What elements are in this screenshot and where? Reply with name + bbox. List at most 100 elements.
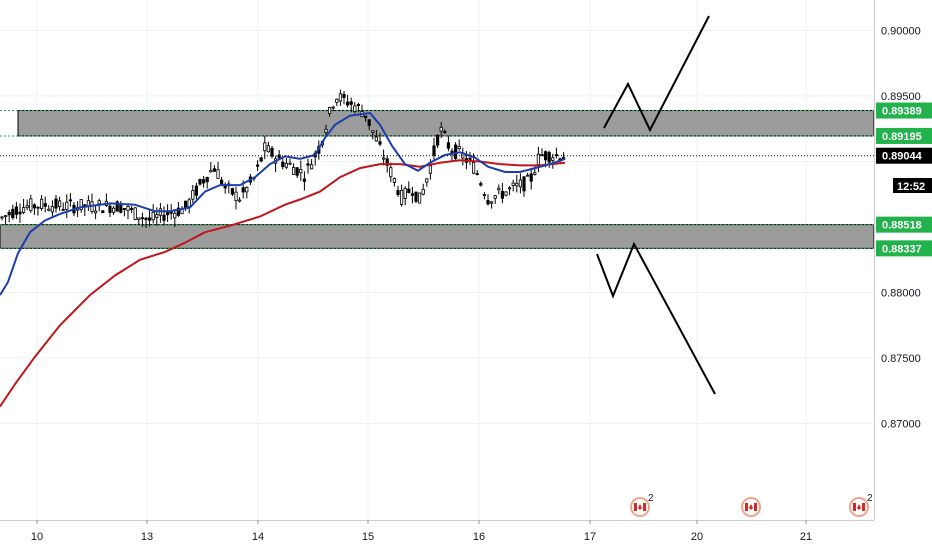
candle-body [479, 183, 483, 186]
zones [0, 110, 875, 249]
candle-body [54, 198, 58, 209]
price-label-box [876, 240, 932, 257]
price-label-text: 0.88518 [882, 220, 922, 232]
candle-body [11, 208, 15, 219]
candle-body [482, 194, 487, 197]
time-tick-label: 14 [252, 531, 264, 543]
candle-body [306, 163, 310, 166]
candle-body [353, 105, 357, 112]
moving-averages [0, 111, 566, 408]
candle-body [540, 154, 544, 156]
candles [0, 89, 566, 228]
candle-body [363, 115, 368, 118]
candle-body [14, 206, 18, 215]
candle-body [21, 207, 26, 213]
candle-body [194, 185, 198, 196]
time-tick-label: 13 [141, 531, 153, 543]
price-label-text: 0.89044 [882, 151, 923, 163]
candle-body [443, 131, 447, 133]
candle-body [40, 198, 44, 209]
time-tick-label: 15 [362, 531, 374, 543]
candle-body [468, 157, 472, 160]
candle-body [403, 187, 407, 199]
candle-body [299, 168, 303, 174]
candle-body [515, 182, 519, 187]
candle-body [61, 208, 65, 211]
candle-body [43, 203, 47, 207]
candle-body [36, 206, 40, 209]
time-tick-label: 17 [584, 531, 596, 543]
candle-body [471, 162, 476, 174]
candle-body [529, 173, 533, 182]
flag-left-band [853, 503, 856, 511]
grid-lines [0, 0, 874, 520]
candle-body [547, 152, 551, 163]
candle-body [263, 142, 267, 152]
candle-body [410, 193, 415, 196]
candle-body [486, 200, 490, 205]
candle-body [94, 210, 98, 214]
candle-body [151, 211, 155, 221]
candle-body [144, 217, 148, 221]
candle-body [79, 199, 83, 210]
candle-body [58, 200, 62, 208]
candle-body [453, 144, 458, 160]
time-tick-label: 16 [473, 531, 485, 543]
maple-leaf-icon [638, 504, 642, 510]
candle-body [439, 126, 443, 132]
price-label-box [876, 102, 932, 119]
price-label-box [876, 147, 932, 164]
candle-body [140, 217, 144, 220]
maple-leaf-icon [749, 504, 753, 510]
candle-body [230, 188, 234, 195]
candle-body [511, 182, 515, 186]
price-tick-label: 0.87000 [881, 419, 921, 431]
time-tick-label: 21 [800, 531, 812, 543]
candle-body [554, 154, 559, 157]
candle-body [414, 191, 418, 202]
candle-body [65, 201, 69, 210]
candle-body [428, 165, 433, 174]
time-axis[interactable]: 10 13 14 15 16 17 20 21 [0, 520, 874, 543]
candle-body [183, 200, 188, 208]
candle-body [425, 178, 429, 183]
flag-left-band [745, 503, 748, 511]
candle-body [32, 204, 37, 209]
candle-body [7, 211, 11, 216]
candle-body [381, 157, 386, 160]
candle-body [147, 217, 152, 221]
flag-right-band [862, 503, 865, 511]
candle-body [259, 157, 263, 162]
candle-body [522, 176, 526, 192]
candle-body [367, 119, 371, 126]
price-tick-label: 0.87500 [881, 353, 921, 365]
candle-body [432, 145, 436, 156]
candle-body [47, 208, 51, 211]
countdown-text: 12:52 [897, 181, 925, 193]
candle-body [176, 207, 180, 216]
flag-right-band [643, 503, 646, 511]
candle-body [338, 93, 343, 102]
candle-body [245, 187, 249, 193]
candle-body [475, 173, 479, 175]
candle-body [241, 187, 245, 193]
candle-body [335, 98, 339, 103]
candle-body [407, 188, 411, 193]
candle-body [309, 164, 314, 170]
candle-body [50, 206, 55, 213]
candle-body [457, 146, 461, 150]
price-label-text: 0.89195 [882, 131, 922, 143]
candle-body [101, 210, 105, 214]
candle-body [122, 208, 126, 210]
candle-body [266, 145, 271, 153]
candle-body [489, 201, 494, 204]
candle-body [4, 215, 8, 218]
candle-body [507, 187, 512, 190]
candle-body [155, 214, 159, 218]
price-axis[interactable]: 0.900000.895000.885000.880000.875000.870… [874, 0, 921, 520]
candle-body [97, 200, 101, 205]
candle-body [378, 141, 382, 145]
candle-body [327, 107, 332, 114]
